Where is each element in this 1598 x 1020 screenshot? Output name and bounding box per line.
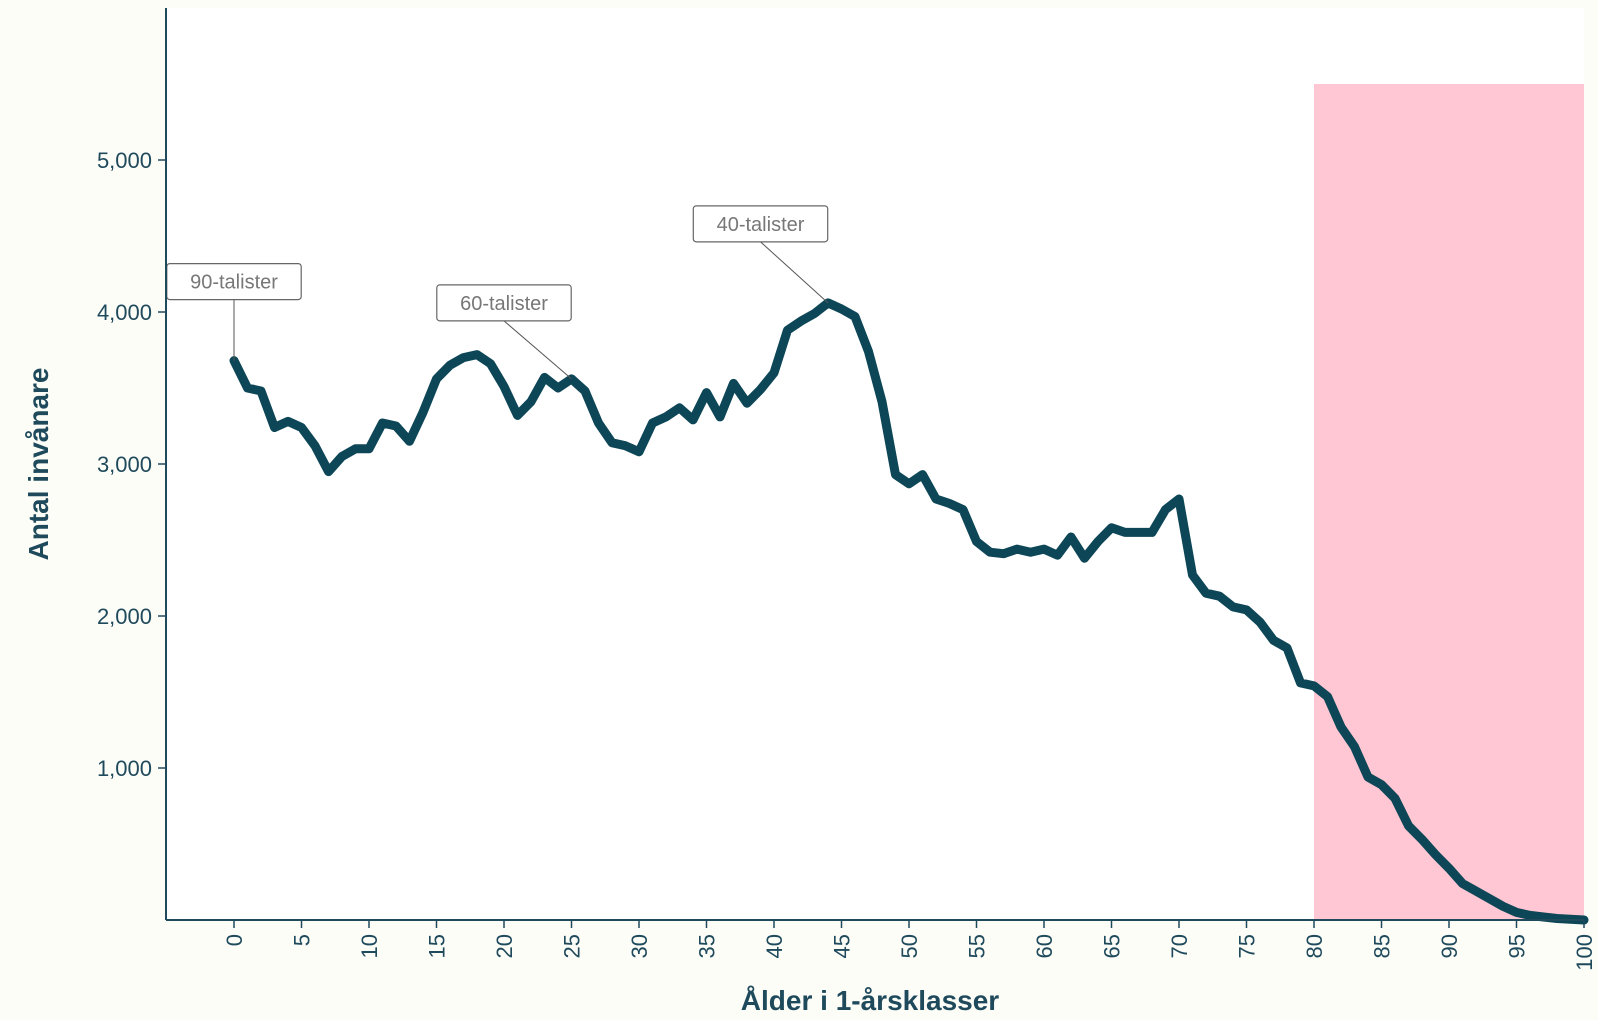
y-tick-label: 4,000 [97,300,152,325]
x-tick-label: 95 [1505,934,1530,958]
annotation-box [436,284,572,322]
y-tick-label: 2,000 [97,604,152,629]
x-tick-label: 0 [222,934,247,946]
x-tick-label: 75 [1235,934,1260,958]
x-tick-label: 85 [1370,934,1395,958]
annotation-label: 90-talister [190,272,278,294]
x-tick-label: 15 [425,934,450,958]
annotation-leader-line [503,320,572,380]
x-tick-label: 35 [695,934,720,958]
x-tick-label: 25 [560,934,585,958]
x-tick-label: 10 [357,934,382,958]
x-tick-label: 50 [897,934,922,958]
annotation-leader-line [760,241,829,304]
x-tick-label: 100 [1572,934,1597,971]
x-tick-label: 90 [1437,934,1462,958]
x-tick-label: 45 [830,934,855,958]
x-tick-label: 65 [1100,934,1125,958]
annotation-90-talister: 90-talister [166,263,302,361]
y-tick-label: 3,000 [97,452,152,477]
highlight-band [1314,84,1584,920]
x-tick-label: 70 [1167,934,1192,958]
x-tick-label: 30 [627,934,652,958]
axes-layer: 1,000 2,000 3,000 4,000 5,000 0 5 10 15 20 25 30 35 4… [97,8,1597,971]
series-line [229,298,1589,925]
x-tick-label: 80 [1302,934,1327,958]
x-tick-label: 20 [492,934,517,958]
y-axis-title: Antal invånare [23,368,54,561]
y-tick-label: 5,000 [97,148,152,173]
annotation-box [692,205,829,243]
highlight-band-layer [1314,84,1584,920]
series-line-layer [229,298,1589,925]
y-tick-label: 1,000 [97,756,152,781]
annotation-40-talister: 40-talister [692,205,829,304]
x-axis-title: Ålder i 1-årsklasser [741,985,999,1016]
x-tick-label: 60 [1032,934,1057,958]
x-tick-label: 55 [965,934,990,958]
x-tick-label: 40 [762,934,787,958]
annotation-60-talister: 60-talister [436,284,572,380]
annotation-label: 60-talister [460,293,548,315]
annotation-layer: 90-talister 60-talister 40-talister [166,205,829,380]
x-tick-label: 5 [290,934,315,946]
annotation-label: 40-talister [717,214,805,236]
